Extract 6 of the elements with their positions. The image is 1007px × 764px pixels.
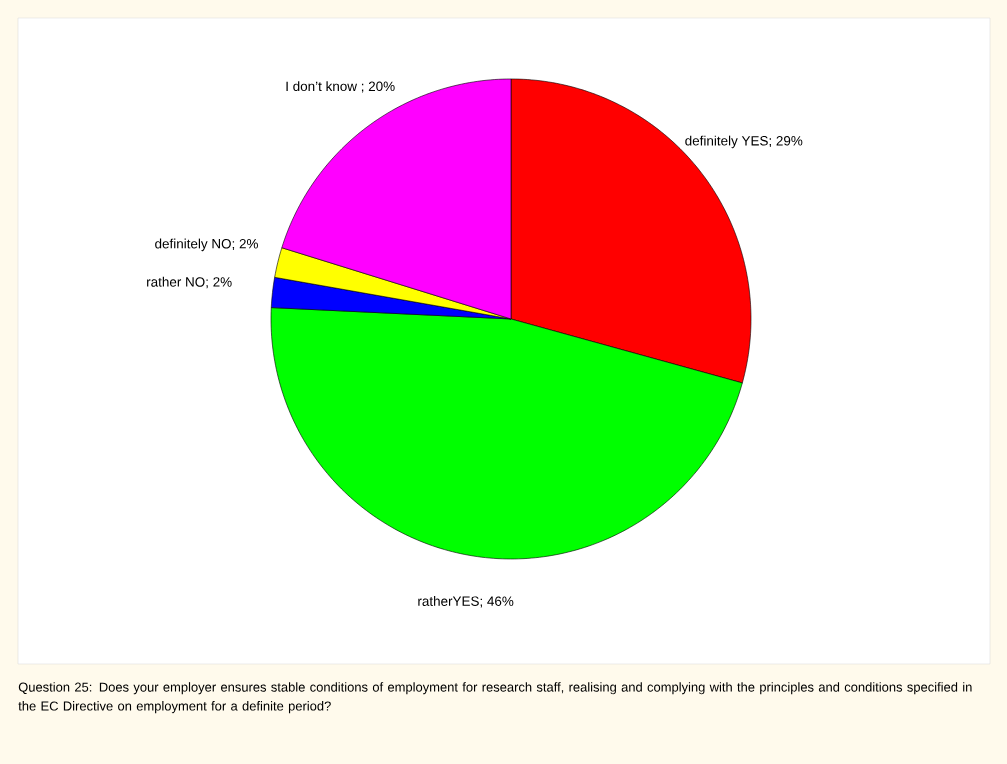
slice-label: ratherYES; 46%	[418, 596, 514, 608]
slice-label: rather NO; 2%	[147, 276, 232, 289]
slice-label: definitely NO; 2%	[155, 238, 258, 252]
slice-label: I don’t know ; 20%	[286, 81, 395, 93]
text: Question 25: Does your employer ensures stable conditions of employment for research staff, realising and complying with the principles and conditions specified in the EC Directive on employment for a definite period?	[18, 682, 972, 714]
slice-label: definitely YES; 29%	[685, 135, 803, 149]
